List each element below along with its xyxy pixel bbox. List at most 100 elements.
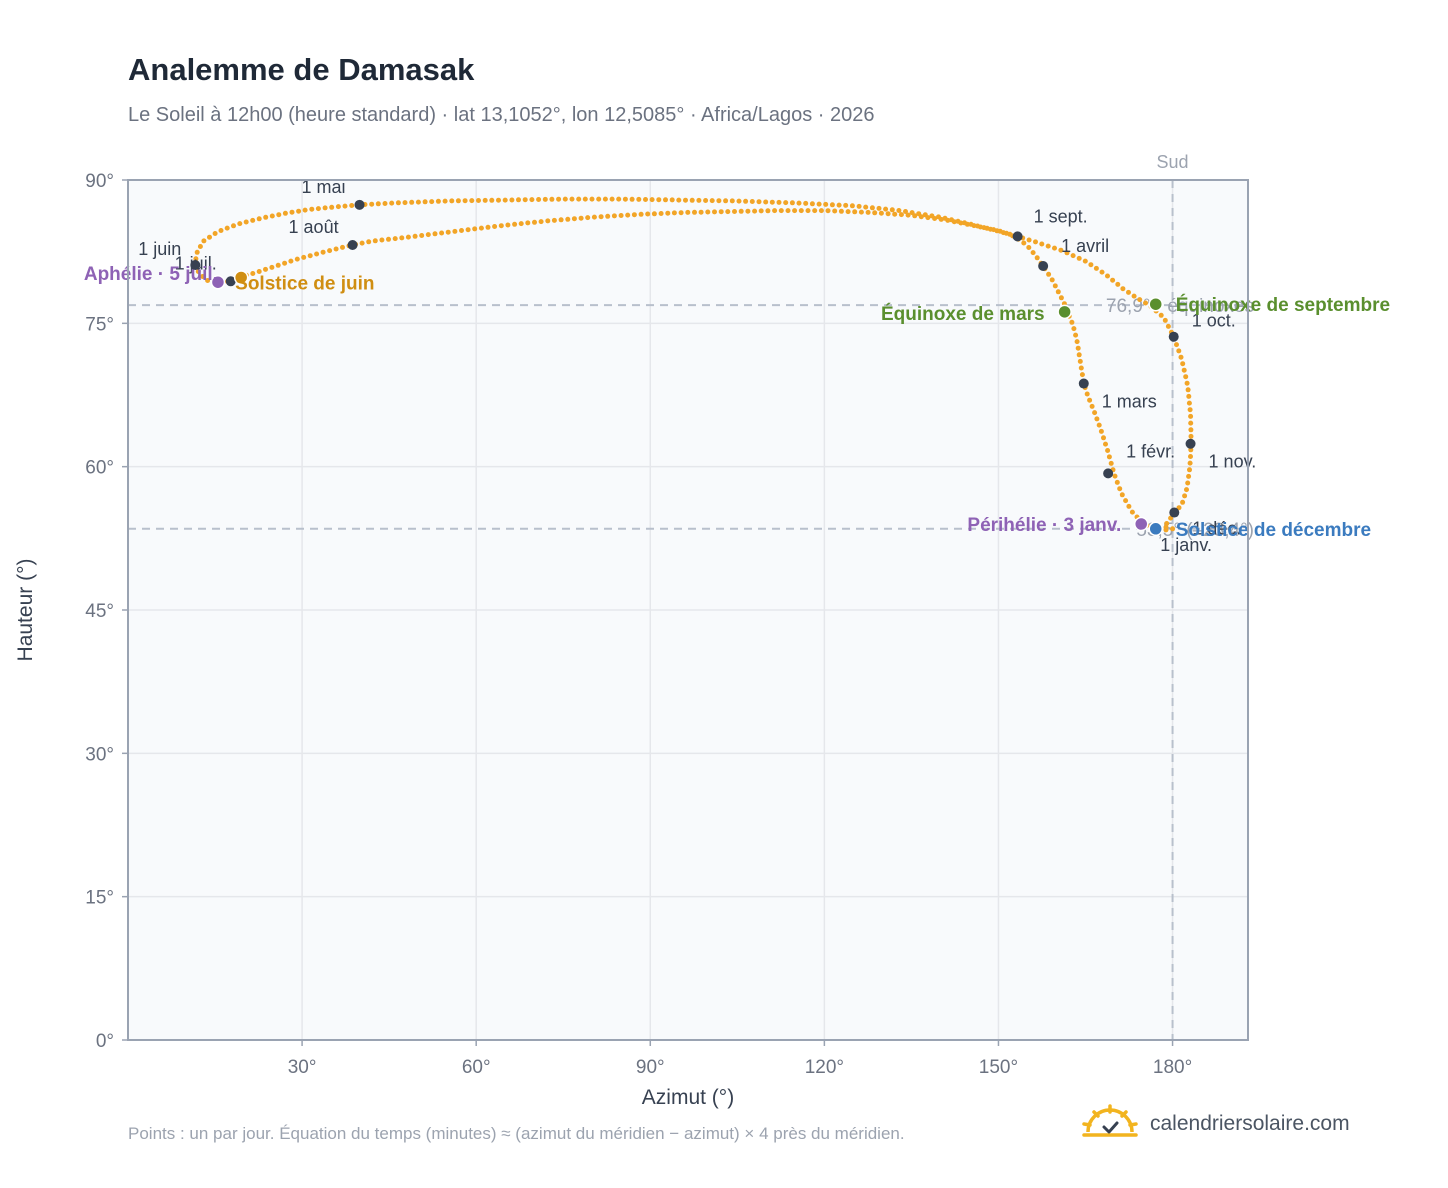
event-label: Solstice de juin [235, 273, 374, 294]
daily-point [1078, 365, 1084, 371]
daily-point [525, 220, 531, 226]
daily-point [845, 209, 851, 215]
month-marker [1078, 378, 1089, 389]
daily-point [445, 229, 451, 235]
daily-point [1110, 277, 1116, 283]
daily-point [307, 253, 313, 259]
daily-point [1079, 372, 1085, 378]
brand[interactable]: calendriersolaire.com [1082, 1102, 1350, 1146]
daily-point [665, 210, 671, 216]
daily-point [1176, 348, 1182, 354]
daily-point [1143, 300, 1148, 306]
daily-point [1170, 526, 1176, 532]
footnote: Points : un par jour. Équation du temps … [128, 1124, 905, 1143]
daily-point [333, 246, 339, 252]
daily-point [849, 203, 855, 209]
daily-point [256, 216, 262, 222]
month-label: 1 janv. [1160, 535, 1212, 555]
daily-point [516, 197, 521, 203]
daily-point [1186, 473, 1192, 479]
daily-point [1074, 339, 1080, 345]
daily-point [1000, 230, 1006, 236]
daily-point [736, 198, 742, 204]
month-label: 1 nov. [1209, 452, 1257, 472]
daily-point [1183, 374, 1189, 380]
daily-point [1070, 253, 1076, 259]
daily-point [863, 204, 869, 210]
daily-point [205, 278, 211, 283]
daily-point [643, 197, 648, 202]
daily-point [556, 196, 562, 202]
daily-point [949, 217, 954, 223]
daily-point [1052, 245, 1057, 251]
daily-point [302, 207, 308, 213]
month-marker [1038, 261, 1049, 271]
event-label: Équinoxe de septembre [1176, 294, 1390, 316]
daily-point [709, 198, 715, 204]
daily-point [1033, 239, 1038, 245]
daily-point [889, 207, 895, 213]
daily-point [275, 262, 281, 268]
daily-point [798, 208, 804, 214]
daily-point [1117, 486, 1123, 492]
daily-point [1181, 367, 1187, 373]
daily-point [823, 201, 829, 207]
daily-point [869, 205, 875, 211]
month-label: 1 sept. [1034, 206, 1088, 226]
daily-point [725, 209, 731, 215]
daily-point [565, 216, 571, 222]
month-label: 1 déc. [1192, 519, 1241, 539]
daily-point [237, 221, 243, 227]
daily-point [489, 197, 495, 203]
sun-logo-icon [1082, 1103, 1138, 1145]
daily-point [476, 198, 481, 203]
daily-point [558, 217, 564, 223]
daily-point [616, 196, 622, 202]
daily-point [442, 198, 448, 204]
daily-point [609, 196, 615, 202]
daily-point [1178, 354, 1184, 360]
daily-point [1131, 293, 1137, 299]
daily-point [705, 209, 711, 215]
daily-point [865, 209, 871, 215]
daily-point [1105, 273, 1110, 279]
daily-point [712, 209, 717, 215]
daily-point [776, 199, 782, 205]
month-marker [354, 199, 365, 210]
daily-point [988, 226, 993, 232]
month-marker [1103, 468, 1114, 479]
daily-point [576, 196, 582, 202]
daily-point [789, 200, 795, 206]
daily-point [792, 208, 798, 214]
daily-point [1106, 454, 1112, 460]
daily-point [631, 212, 637, 218]
daily-point [625, 212, 631, 218]
daily-point [218, 228, 224, 233]
daily-point [671, 210, 677, 216]
daily-point [676, 197, 682, 203]
y-tick-label: 30° [85, 744, 114, 765]
daily-point [349, 203, 355, 208]
daily-point [649, 197, 655, 203]
daily-point [752, 208, 758, 214]
daily-point [243, 219, 249, 225]
daily-point [197, 244, 203, 249]
daily-point [1039, 241, 1045, 247]
daily-point [892, 211, 898, 217]
daily-point [968, 221, 974, 227]
event-marker [1148, 521, 1163, 537]
chart-title: Analemme de Damasak [128, 52, 475, 87]
daily-point [569, 196, 575, 202]
month-label: 1 août [289, 217, 339, 237]
daily-point [1114, 479, 1120, 485]
month-label: 1 mai [302, 177, 346, 197]
daily-point [415, 199, 421, 205]
daily-point [689, 197, 695, 203]
daily-point [696, 197, 702, 203]
daily-point [825, 208, 831, 214]
daily-point [876, 205, 882, 211]
daily-point [1185, 480, 1191, 486]
daily-point [409, 199, 415, 205]
daily-point [878, 210, 884, 216]
event-markers: Équinoxe de mars Équinoxe de septembre Sol… [84, 264, 1390, 541]
